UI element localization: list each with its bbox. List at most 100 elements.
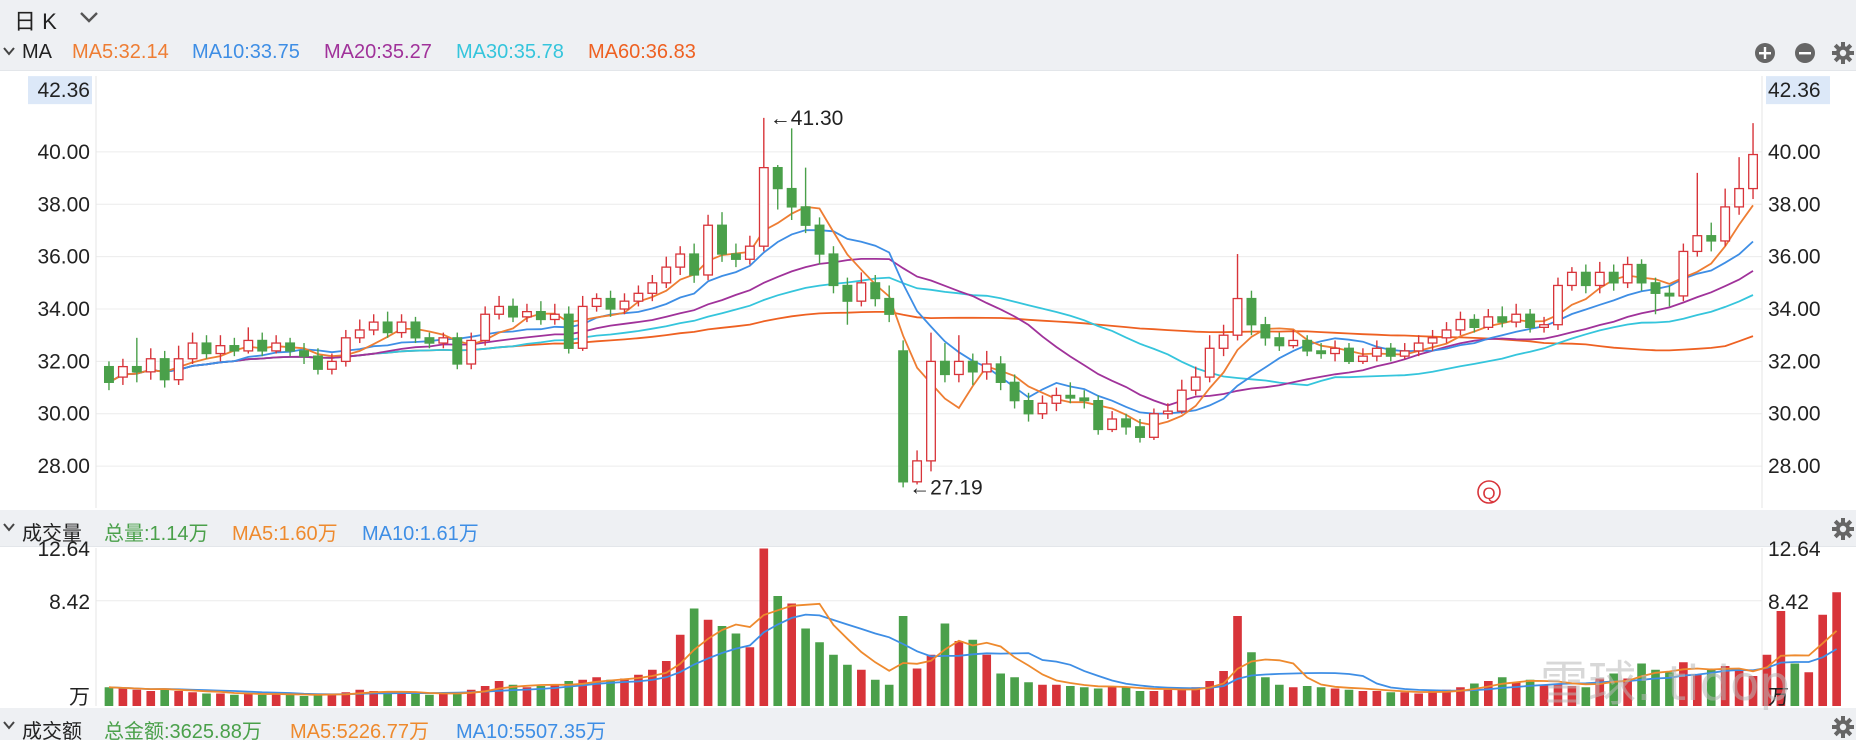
volume-bar bbox=[1748, 676, 1758, 706]
price-marker[interactable]: Q bbox=[1477, 480, 1501, 504]
volume-bar bbox=[1539, 684, 1549, 706]
volume-bar bbox=[1358, 691, 1368, 706]
candle bbox=[1525, 309, 1536, 333]
candle bbox=[953, 335, 964, 383]
volume-bars bbox=[104, 548, 1841, 706]
volume-bar bbox=[1790, 663, 1800, 706]
gear-icon[interactable] bbox=[1832, 716, 1854, 738]
candle-body bbox=[1274, 337, 1285, 347]
ma5-legend: MA5:32.14 bbox=[72, 41, 169, 63]
y-tick-left: 36.00 bbox=[37, 246, 90, 269]
volume-bar bbox=[1330, 688, 1340, 706]
candle bbox=[1497, 306, 1508, 328]
candle bbox=[786, 128, 797, 220]
volume-bar bbox=[745, 647, 755, 706]
volume-bar bbox=[188, 692, 197, 706]
candle bbox=[814, 217, 825, 265]
candle bbox=[1316, 343, 1327, 359]
candle bbox=[1539, 316, 1550, 333]
candle-body bbox=[103, 365, 114, 383]
candle bbox=[243, 327, 254, 354]
volume-bar bbox=[1135, 691, 1145, 706]
candle-body bbox=[1497, 316, 1508, 323]
candle bbox=[1260, 316, 1271, 346]
candle bbox=[173, 345, 184, 385]
candle-body bbox=[1051, 394, 1062, 404]
volume-bar bbox=[1038, 684, 1047, 706]
candle bbox=[1692, 172, 1703, 257]
candle bbox=[939, 343, 950, 383]
candle-body bbox=[1580, 271, 1591, 287]
volume-bar bbox=[1637, 663, 1646, 706]
volume-bar bbox=[160, 688, 170, 706]
zoom-out-icon[interactable] bbox=[1794, 42, 1816, 64]
candle bbox=[1079, 390, 1090, 409]
candle-body bbox=[717, 224, 727, 255]
candle bbox=[1051, 387, 1062, 412]
candle-body bbox=[1288, 339, 1299, 347]
candle-body bbox=[619, 300, 630, 310]
candle bbox=[689, 243, 700, 283]
y-tick-left: 42.36 bbox=[37, 79, 90, 102]
candle bbox=[1413, 335, 1424, 357]
candle-body bbox=[1218, 334, 1229, 349]
y-tick-right: 32.00 bbox=[1768, 350, 1821, 373]
amount-ma5-legend: MA5:5226.77万 bbox=[290, 721, 429, 743]
candle-body bbox=[299, 350, 309, 357]
volume-bar bbox=[1720, 666, 1730, 706]
candle-body bbox=[953, 360, 964, 376]
candle-body bbox=[494, 305, 505, 315]
candle-body bbox=[1260, 324, 1271, 339]
candle-body bbox=[452, 337, 463, 365]
candle bbox=[1330, 340, 1341, 362]
volume-bar bbox=[1497, 677, 1507, 706]
volume-bar bbox=[1247, 652, 1256, 706]
volume-bar bbox=[452, 692, 462, 706]
candle bbox=[131, 337, 142, 383]
volume-bar bbox=[1665, 672, 1674, 706]
candle bbox=[117, 358, 128, 385]
candle-body bbox=[1511, 313, 1522, 323]
chevron-down-icon[interactable] bbox=[78, 6, 100, 28]
collapse-caret-icon[interactable] bbox=[2, 520, 16, 534]
candle-body bbox=[926, 360, 936, 462]
candle bbox=[368, 314, 379, 336]
y-tick-left: 30.00 bbox=[37, 403, 90, 426]
candle bbox=[1385, 343, 1396, 362]
y-tick-right: 30.00 bbox=[1768, 403, 1821, 426]
candle bbox=[549, 303, 560, 325]
collapse-caret-icon[interactable] bbox=[2, 718, 16, 732]
candle-body bbox=[1148, 413, 1159, 438]
period-selector-label[interactable]: 日 K bbox=[14, 9, 57, 34]
gear-icon[interactable] bbox=[1832, 518, 1854, 540]
candle bbox=[1302, 335, 1313, 357]
volume-bar bbox=[1679, 662, 1688, 706]
candle bbox=[354, 319, 365, 344]
candle-body bbox=[535, 310, 546, 321]
ma60-legend: MA60:36.83 bbox=[588, 41, 696, 63]
y-tick-left: 32.00 bbox=[37, 350, 90, 373]
candle-body bbox=[1720, 206, 1731, 242]
zoom-in-icon[interactable] bbox=[1754, 42, 1776, 64]
candle-body bbox=[772, 166, 783, 190]
collapse-caret-icon[interactable] bbox=[2, 44, 16, 58]
candle bbox=[1608, 264, 1619, 291]
candle bbox=[535, 301, 546, 325]
volume-bar bbox=[1093, 688, 1103, 706]
candle bbox=[1734, 157, 1745, 215]
volume-bar bbox=[480, 686, 490, 706]
volume-bar bbox=[439, 693, 448, 706]
candle bbox=[1037, 395, 1048, 419]
volume-bar bbox=[1149, 691, 1159, 706]
extreme-label: ←41.30 bbox=[770, 107, 844, 130]
candle-body bbox=[689, 253, 700, 276]
candle-body bbox=[828, 253, 839, 287]
candle bbox=[1148, 408, 1159, 440]
candle bbox=[159, 350, 170, 388]
candle-body bbox=[1566, 271, 1577, 287]
candle bbox=[619, 293, 630, 315]
volume-bar bbox=[815, 642, 824, 706]
gear-icon[interactable] bbox=[1832, 42, 1854, 64]
candle-body bbox=[1037, 402, 1048, 415]
